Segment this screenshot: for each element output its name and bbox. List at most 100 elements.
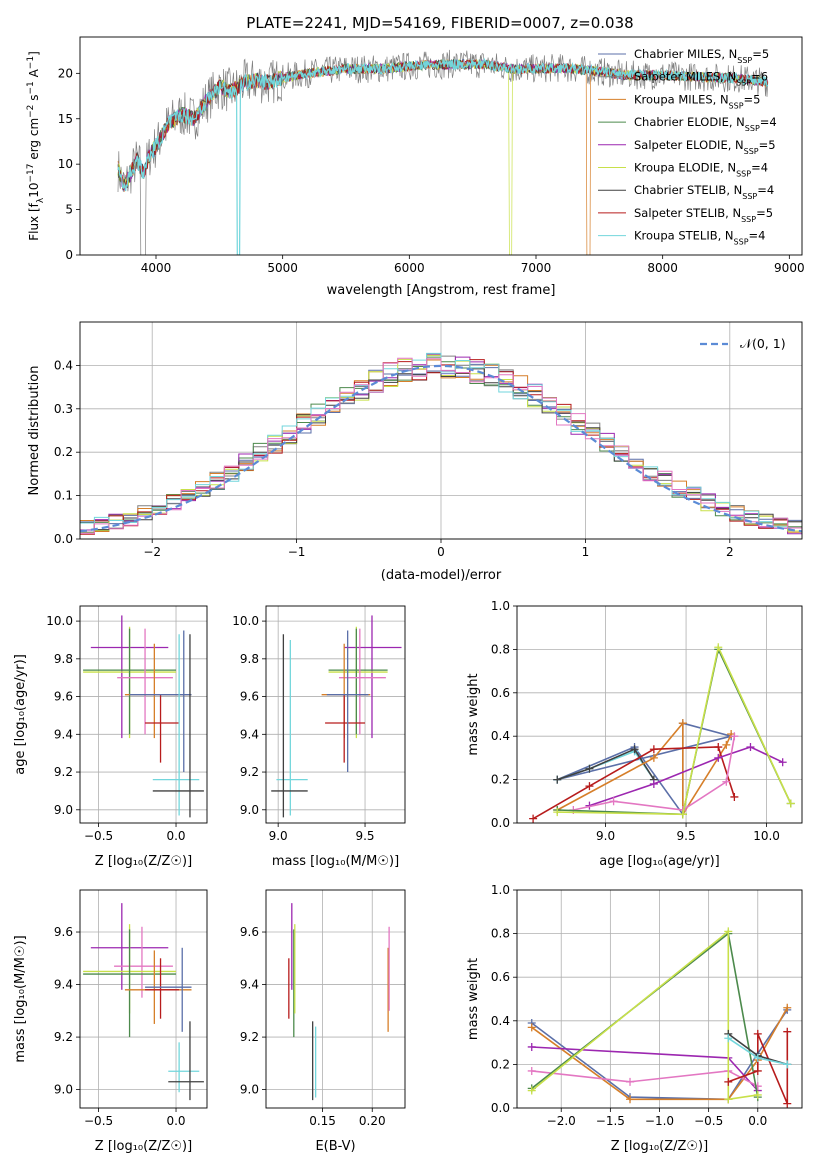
y-tick-label: 9.0	[240, 803, 259, 817]
x-axis-label: wavelength [Angstrom, rest frame]	[327, 283, 556, 298]
weight-marker	[529, 814, 538, 823]
plot-area	[83, 903, 204, 1101]
x-tick-label: 0.0	[166, 829, 185, 843]
weight-marker	[527, 1023, 536, 1032]
weight-marker	[585, 782, 594, 791]
y-tick-label: 0.3	[54, 402, 73, 416]
plot-area	[271, 615, 402, 818]
figure-title: PLATE=2241, MJD=54169, FIBERID=0007, z=0…	[246, 14, 633, 32]
y-tick-label: 0.6	[491, 970, 510, 984]
y-tick-label: 0.8	[491, 927, 510, 941]
weight-marker	[649, 753, 658, 762]
y-tick-label: 9.2	[54, 765, 73, 779]
weight-line	[557, 644, 792, 816]
y-tick-label: 0.0	[491, 816, 510, 830]
y-tick-label: 9.8	[54, 652, 73, 666]
legend-label: Kroupa MILES, NSSP=5	[634, 92, 760, 110]
legend-label: Kroupa ELODIE, NSSP=4	[634, 161, 768, 179]
y-tick-label: 9.6	[54, 690, 73, 704]
weight-marker	[753, 1053, 762, 1062]
x-tick-label: −2.0	[547, 1114, 576, 1128]
y-axis-label: Flux [fλ10−17 erg cm−2 s−1 A−1]	[26, 51, 46, 241]
y-tick-label: 0.2	[491, 773, 510, 787]
y-tick-label: 20	[58, 66, 73, 80]
y-tick-label: 15	[58, 112, 73, 126]
weight-marker	[786, 799, 795, 808]
spectrum-line	[117, 57, 769, 255]
weight-marker	[753, 1029, 762, 1038]
axes-frame: −2 −1 0 1 2 0.0 0.1 0.2 0.3 0.4 (data-model)/error…	[27, 321, 803, 583]
weight-marker	[626, 1095, 635, 1104]
y-tick-label: 0.4	[54, 358, 73, 372]
y-tick-label: 10.0	[46, 614, 73, 628]
y-tick-label: 10.0	[232, 614, 259, 628]
x-tick-label: 0.15	[309, 1114, 336, 1128]
weight-marker	[753, 1066, 762, 1075]
weight-marker	[678, 810, 687, 819]
weight-marker	[714, 743, 723, 752]
weight-line	[557, 748, 655, 781]
x-tick-label: 1	[582, 545, 590, 559]
weight-line	[532, 746, 736, 820]
y-tick-label: 9.6	[240, 925, 259, 939]
axes-frame: −0.5 0.0 9.0 9.2 9.4 9.6 Z [log₁₀(Z/Z☉)] mass […	[13, 889, 208, 1154]
y-tick-label: 0.6	[491, 686, 510, 700]
panel-age-vs-Z: −0.5 0.0 9.0 9.2 9.4 9.6 9.8 10.0 Z [log₁₀(Z/Z☉)…	[13, 605, 208, 869]
weight-marker	[527, 1086, 536, 1095]
panel-spectrum: 4000 5000 6000 7000 8000 9000 0 5 10 15 20 waveleng…	[26, 36, 805, 298]
panel-age-vs-mass: 9.0 9.5 9.0 9.2 9.4 9.6 9.8 10.0 mass [log₁₀(M/M…	[232, 605, 406, 869]
weight-marker	[753, 1090, 762, 1099]
weight-marker	[730, 732, 739, 741]
axes-box	[265, 889, 406, 1109]
x-tick-label: −1.5	[596, 1114, 625, 1128]
weight-marker	[724, 927, 733, 936]
axes-box	[79, 36, 803, 256]
weight-marker	[527, 1066, 536, 1075]
y-axis-label: age [log₁₀(age/yr)]	[13, 654, 28, 775]
x-axis-label: Z [log₁₀(Z/Z☉)]	[95, 854, 192, 869]
x-tick-label: 8000	[647, 261, 678, 275]
panel-mass-vs-Z: −0.5 0.0 9.0 9.2 9.4 9.6 Z [log₁₀(Z/Z☉)] mass […	[13, 889, 208, 1154]
x-tick-label: 6000	[394, 261, 425, 275]
axes-frame: 4000 5000 6000 7000 8000 9000 0 5 10 15 20 waveleng…	[26, 36, 805, 298]
x-tick-label: 0.20	[359, 1114, 386, 1128]
y-tick-label: 9.4	[54, 978, 73, 992]
panel-residual-histogram: −2 −1 0 1 2 0.0 0.1 0.2 0.3 0.4 (data-model)/error…	[27, 321, 803, 583]
x-tick-label: 9000	[774, 261, 805, 275]
y-axis-label: Normed distribution	[27, 366, 42, 496]
legend-label: Chabrier MILES, NSSP=5	[634, 47, 769, 65]
legend-label: Chabrier ELODIE, NSSP=4	[634, 115, 777, 133]
legend-label: 𝒩(0, 1)	[740, 336, 786, 351]
legend-label: Salpeter MILES, NSSP=6	[634, 70, 768, 88]
axes-box	[79, 605, 208, 824]
weight-marker	[585, 764, 594, 773]
x-tick-label: 5000	[267, 261, 298, 275]
x-tick-label: −0.5	[84, 829, 113, 843]
x-axis-label: age [log₁₀(age/yr)]	[599, 854, 720, 869]
y-axis-label: mass weight	[466, 673, 481, 755]
weight-marker	[783, 1003, 792, 1012]
x-tick-label: 9.5	[355, 829, 374, 843]
weight-marker	[730, 792, 739, 801]
y-tick-label: 0.2	[491, 1057, 510, 1071]
y-tick-label: 0.1	[54, 489, 73, 503]
axes-frame: 9.0 9.5 9.0 9.2 9.4 9.6 9.8 10.0 mass [log₁₀(M/M…	[232, 605, 406, 869]
weight-marker	[778, 758, 787, 767]
weight-marker	[527, 1042, 536, 1051]
weight-marker	[783, 1099, 792, 1108]
plot-area	[80, 352, 802, 535]
weight-marker	[609, 797, 618, 806]
y-tick-label: 0.8	[491, 642, 510, 656]
y-tick-label: 0.0	[491, 1101, 510, 1115]
weight-marker	[553, 808, 562, 817]
x-tick-label: 9.0	[269, 829, 288, 843]
weight-line	[531, 932, 759, 1098]
axes-box	[79, 889, 208, 1109]
legend-label: Chabrier STELIB, NSSP=4	[634, 183, 774, 201]
plot-layer: 4000 5000 6000 7000 8000 900005101520waveleng…	[13, 36, 805, 1154]
weight-marker	[722, 740, 731, 749]
y-tick-label: 1.0	[491, 599, 510, 613]
y-tick-label: 0.2	[54, 445, 73, 459]
y-tick-label: 9.8	[240, 652, 259, 666]
y-tick-label: 0.0	[54, 532, 73, 546]
